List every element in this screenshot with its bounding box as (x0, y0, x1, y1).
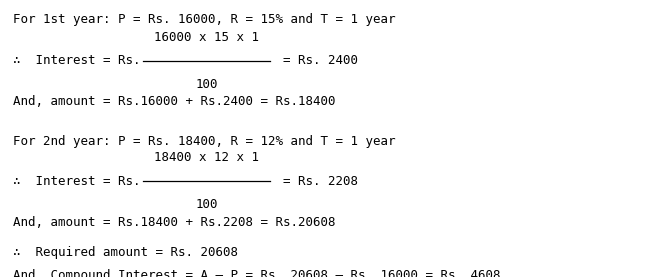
Text: For 1st year: P = Rs. 16000, R = 15% and T = 1 year: For 1st year: P = Rs. 16000, R = 15% and… (13, 13, 396, 26)
Text: ∴  Interest = Rs.: ∴ Interest = Rs. (13, 175, 141, 188)
Text: 18400 x 12 x 1: 18400 x 12 x 1 (154, 152, 259, 164)
Text: And, Compound Interest = A – P = Rs. 20608 – Rs. 16000 = Rs. 4608: And, Compound Interest = A – P = Rs. 206… (13, 269, 501, 277)
Text: 16000 x 15 x 1: 16000 x 15 x 1 (154, 31, 259, 44)
Text: And, amount = Rs.18400 + Rs.2208 = Rs.20608: And, amount = Rs.18400 + Rs.2208 = Rs.20… (13, 217, 336, 229)
Text: = Rs. 2400: = Rs. 2400 (283, 55, 358, 67)
Text: = Rs. 2208: = Rs. 2208 (283, 175, 358, 188)
Text: ∴  Required amount = Rs. 20608: ∴ Required amount = Rs. 20608 (13, 246, 238, 258)
Text: ∴  Interest = Rs.: ∴ Interest = Rs. (13, 55, 141, 67)
Text: And, amount = Rs.16000 + Rs.2400 = Rs.18400: And, amount = Rs.16000 + Rs.2400 = Rs.18… (13, 95, 336, 107)
Text: For 2nd year: P = Rs. 18400, R = 12% and T = 1 year: For 2nd year: P = Rs. 18400, R = 12% and… (13, 135, 396, 148)
Text: 100: 100 (195, 199, 218, 211)
Text: 100: 100 (195, 78, 218, 91)
